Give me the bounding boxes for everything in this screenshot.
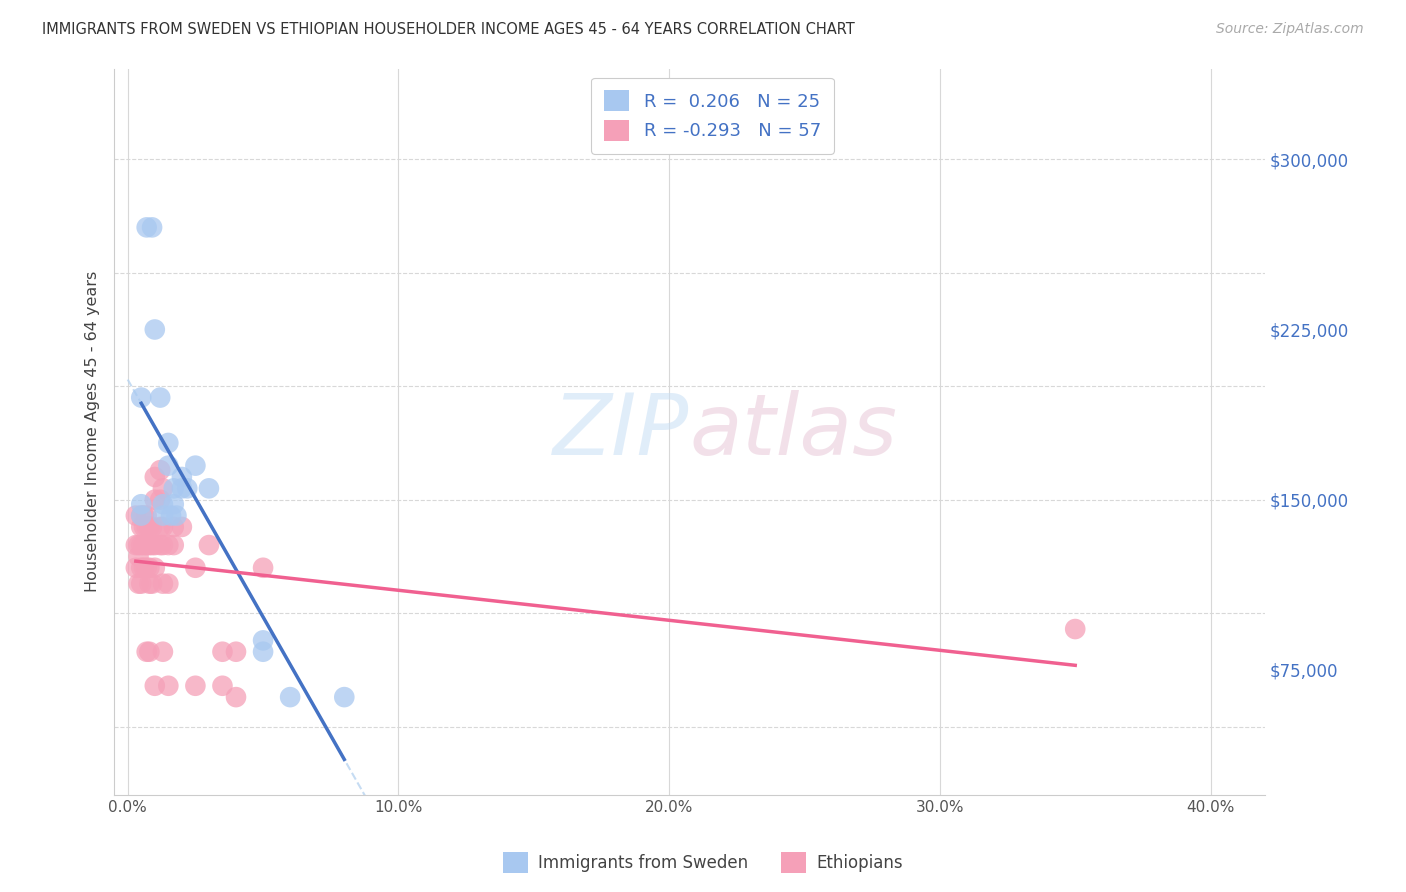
Point <box>135 538 157 552</box>
Point <box>225 690 247 705</box>
Point <box>138 561 160 575</box>
Point <box>129 538 152 552</box>
Point <box>211 645 233 659</box>
Point <box>252 633 274 648</box>
Point <box>160 508 183 523</box>
Point <box>129 576 152 591</box>
Point <box>252 561 274 575</box>
Point <box>141 220 163 235</box>
Point <box>1064 622 1087 636</box>
Point <box>176 481 198 495</box>
Point <box>152 576 174 591</box>
Point <box>138 645 160 659</box>
Point <box>157 576 180 591</box>
Point <box>252 645 274 659</box>
Point <box>135 520 157 534</box>
Point <box>138 576 160 591</box>
Point <box>129 508 152 523</box>
Text: Source: ZipAtlas.com: Source: ZipAtlas.com <box>1216 22 1364 37</box>
Point <box>149 463 172 477</box>
Point <box>125 538 148 552</box>
Point <box>157 458 180 473</box>
Point <box>149 492 172 507</box>
Point <box>333 690 356 705</box>
Point <box>143 492 166 507</box>
Point <box>143 561 166 575</box>
Point <box>163 481 186 495</box>
Point <box>278 690 301 705</box>
Point <box>143 470 166 484</box>
Point <box>143 322 166 336</box>
Text: ZIP: ZIP <box>553 390 689 473</box>
Point <box>170 470 193 484</box>
Point <box>141 576 163 591</box>
Point <box>128 549 150 564</box>
Point <box>135 645 157 659</box>
Point <box>128 538 150 552</box>
Point <box>152 538 174 552</box>
Point <box>149 391 172 405</box>
Point <box>143 538 166 552</box>
Point <box>125 508 148 523</box>
Point <box>141 520 163 534</box>
Point <box>141 538 163 552</box>
Point <box>135 508 157 523</box>
Point <box>157 436 180 450</box>
Legend: R =  0.206   N = 25, R = -0.293   N = 57: R = 0.206 N = 25, R = -0.293 N = 57 <box>592 78 834 153</box>
Point <box>184 458 207 473</box>
Point <box>152 481 174 495</box>
Point <box>135 220 157 235</box>
Point <box>152 497 174 511</box>
Point <box>163 538 186 552</box>
Text: IMMIGRANTS FROM SWEDEN VS ETHIOPIAN HOUSEHOLDER INCOME AGES 45 - 64 YEARS CORREL: IMMIGRANTS FROM SWEDEN VS ETHIOPIAN HOUS… <box>42 22 855 37</box>
Point <box>225 645 247 659</box>
Point <box>152 645 174 659</box>
Text: atlas: atlas <box>689 390 897 473</box>
Point <box>129 508 152 523</box>
Point <box>132 508 155 523</box>
Point <box>129 520 152 534</box>
Point <box>165 508 187 523</box>
Point <box>149 520 172 534</box>
Point <box>128 576 150 591</box>
Point <box>157 679 180 693</box>
Point <box>163 520 186 534</box>
Point <box>129 561 152 575</box>
Point <box>143 679 166 693</box>
Point <box>129 391 152 405</box>
Point <box>152 520 174 534</box>
Y-axis label: Householder Income Ages 45 - 64 years: Householder Income Ages 45 - 64 years <box>86 271 100 592</box>
Point <box>170 481 193 495</box>
Point <box>163 497 186 511</box>
Point <box>132 520 155 534</box>
Point <box>170 520 193 534</box>
Point <box>198 538 221 552</box>
Point <box>198 481 221 495</box>
Point <box>138 520 160 534</box>
Point <box>184 561 207 575</box>
Point <box>184 679 207 693</box>
Point <box>135 561 157 575</box>
Point <box>132 538 155 552</box>
Point <box>149 538 172 552</box>
Point <box>132 561 155 575</box>
Point <box>125 561 148 575</box>
Point <box>157 538 180 552</box>
Point <box>152 508 174 523</box>
Point <box>129 497 152 511</box>
Legend: Immigrants from Sweden, Ethiopians: Immigrants from Sweden, Ethiopians <box>496 846 910 880</box>
Point <box>211 679 233 693</box>
Point <box>138 538 160 552</box>
